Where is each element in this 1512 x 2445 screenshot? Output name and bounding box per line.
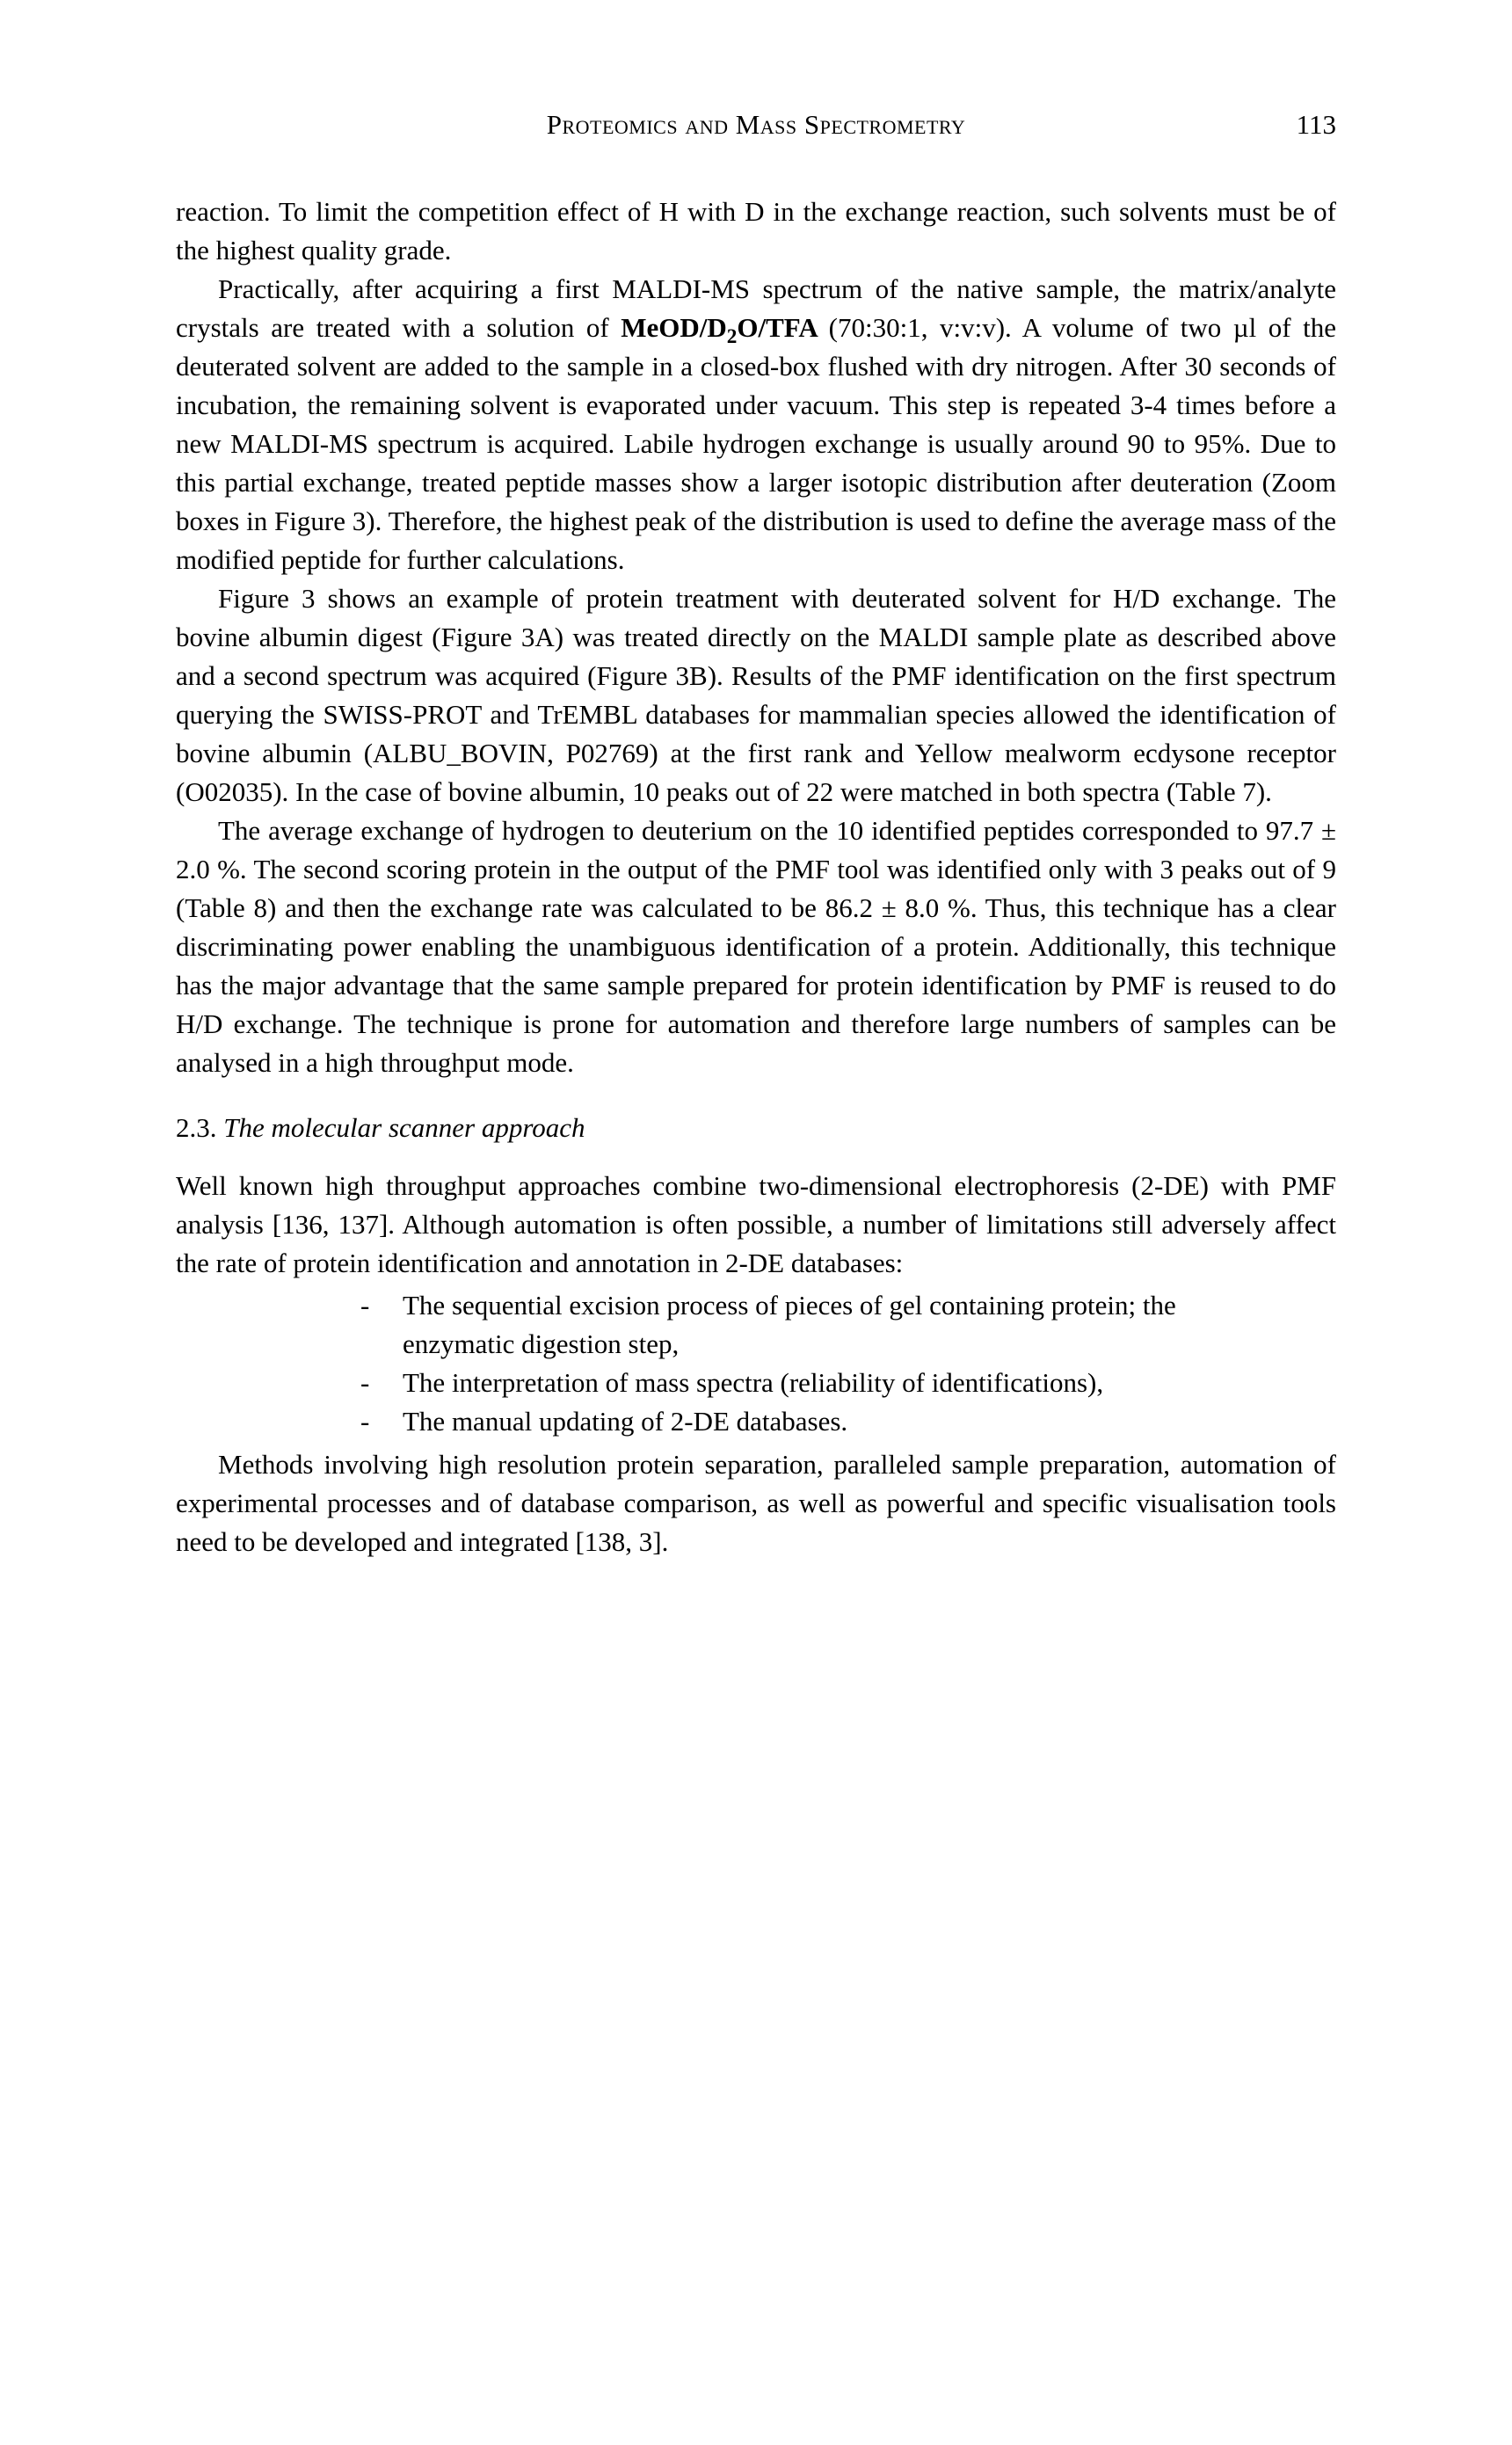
body-paragraph-6: Methods involving high resolution protei…: [176, 1445, 1336, 1561]
running-title: Proteomics and Mass Spectrometry: [246, 106, 1266, 144]
list-item-text: The manual updating of 2-DE databases.: [403, 1402, 1336, 1441]
para2-text-b: (70:30:1, v:v:v). A volume of two µl of …: [176, 312, 1336, 575]
page-header: Proteomics and Mass Spectrometry 113: [176, 106, 1336, 144]
bullet-list: - The sequential excision process of pie…: [360, 1286, 1336, 1441]
bullet-icon: -: [360, 1286, 403, 1325]
bullet-icon: -: [360, 1402, 403, 1441]
page-number: 113: [1266, 106, 1336, 144]
list-item-text: The sequential excision process of piece…: [403, 1286, 1336, 1325]
list-item: - The manual updating of 2-DE databases.: [360, 1402, 1336, 1441]
para2-chem-formula: MeOD/D2O/TFA: [621, 312, 828, 343]
section-number: 2.3.: [176, 1112, 217, 1143]
list-item-continuation: enzymatic digestion step,: [360, 1325, 1336, 1364]
section-title: The molecular scanner approach: [223, 1112, 585, 1143]
bullet-icon: -: [360, 1364, 403, 1402]
body-paragraph-4: The average exchange of hydrogen to deut…: [176, 811, 1336, 1082]
list-item: - The sequential excision process of pie…: [360, 1286, 1336, 1325]
body-paragraph-2: Practically, after acquiring a first MAL…: [176, 270, 1336, 579]
list-item: - The interpretation of mass spectra (re…: [360, 1364, 1336, 1402]
body-paragraph-5: Well known high throughput approaches co…: [176, 1167, 1336, 1283]
body-paragraph-3: Figure 3 shows an example of protein tre…: [176, 579, 1336, 811]
section-heading: 2.3. The molecular scanner approach: [176, 1109, 1336, 1147]
body-paragraph-1: reaction. To limit the competition effec…: [176, 193, 1336, 270]
list-item-text: The interpretation of mass spectra (reli…: [403, 1364, 1336, 1402]
